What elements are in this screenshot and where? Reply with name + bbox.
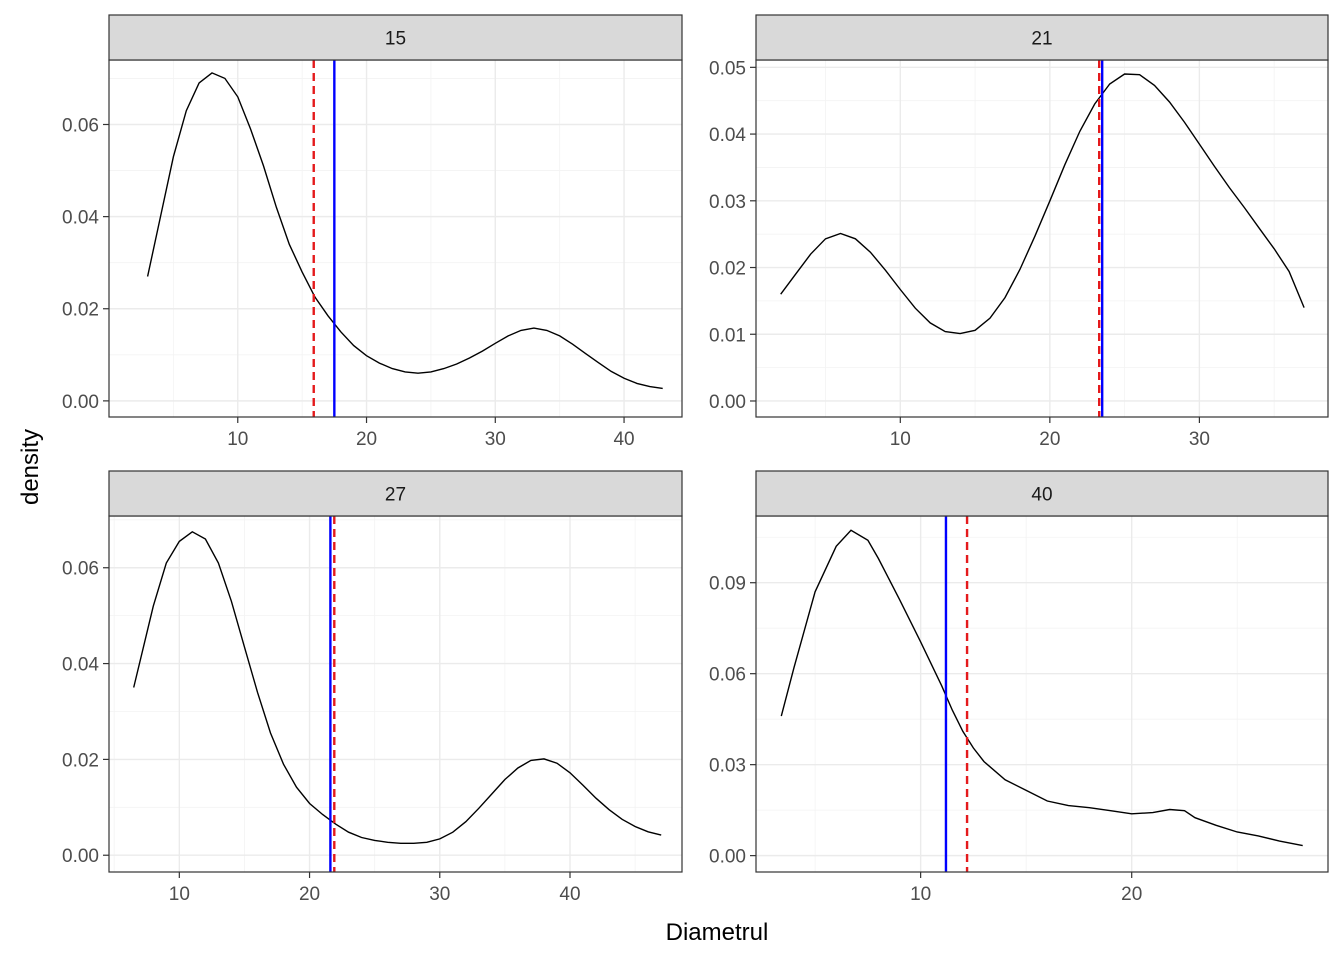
density-curve: [133, 530, 662, 844]
panel-background: [756, 516, 1328, 872]
strip-header: [108, 470, 683, 517]
strip-label: 27: [385, 485, 406, 506]
density-curve: [780, 73, 1305, 335]
panel-21: 21 10 20 30 0.00 0.01 0.02 0.03 0.04 0.05: [709, 14, 1329, 450]
strip-label: 40: [1031, 485, 1052, 506]
panel-background: [109, 516, 682, 872]
x-tick-label: 20: [299, 884, 320, 905]
y-tick-label: 0.02: [62, 750, 99, 771]
x-tick-label: 30: [429, 884, 450, 905]
x-tick-label: 20: [1039, 429, 1060, 450]
x-tick-label: 10: [890, 429, 911, 450]
x-tick-label: 30: [485, 429, 506, 450]
density-curve: [146, 72, 663, 390]
x-axis-title: Diametrul: [666, 919, 769, 946]
y-tick-label: 0.00: [62, 392, 99, 413]
y-axis-title: density: [17, 429, 44, 505]
y-tick-label: 0.09: [709, 574, 746, 595]
strip-label: 21: [1031, 29, 1052, 50]
x-tick-label: 20: [1121, 884, 1142, 905]
y-tick-label: 0.06: [62, 115, 99, 136]
panel-27: 27 10 20 30 40 0.00 0.02 0.04 0.06: [62, 470, 683, 905]
y-tick-label: 0.06: [62, 559, 99, 580]
x-tick-label: 20: [356, 429, 377, 450]
y-tick-label: 0.02: [709, 259, 746, 280]
y-tick-label: 0.03: [709, 756, 746, 777]
y-tick-label: 0.01: [709, 325, 746, 346]
facet-panels: 15 10 20 30 40 0.00 0.02 0.04 0.06 21 10 20 30 0.00 0.…: [62, 14, 1329, 905]
strip-header: [755, 14, 1329, 61]
x-tick-label: 10: [910, 884, 931, 905]
y-tick-label: 0.00: [709, 847, 746, 868]
strip-header: [108, 14, 683, 61]
density-curve: [780, 529, 1303, 847]
x-tick-label: 40: [559, 884, 580, 905]
y-tick-label: 0.02: [62, 300, 99, 321]
y-tick-label: 0.03: [709, 192, 746, 213]
panel-background: [109, 60, 682, 417]
x-tick-label: 10: [169, 884, 190, 905]
x-tick-label: 40: [613, 429, 634, 450]
y-tick-label: 0.06: [709, 665, 746, 686]
panel-40: 40 10 20 0.00 0.03 0.06 0.09: [709, 470, 1329, 905]
panel-15: 15 10 20 30 40 0.00 0.02 0.04 0.06: [62, 14, 683, 450]
y-tick-label: 0.05: [709, 58, 746, 79]
y-tick-label: 0.04: [709, 125, 746, 146]
y-tick-label: 0.04: [62, 208, 99, 229]
y-tick-label: 0.00: [62, 846, 99, 867]
x-tick-label: 30: [1189, 429, 1210, 450]
y-tick-label: 0.00: [709, 392, 746, 413]
x-tick-label: 10: [227, 429, 248, 450]
panel-background: [756, 60, 1328, 417]
strip-label: 15: [385, 29, 406, 50]
strip-header: [755, 470, 1329, 517]
y-tick-label: 0.04: [62, 655, 99, 676]
